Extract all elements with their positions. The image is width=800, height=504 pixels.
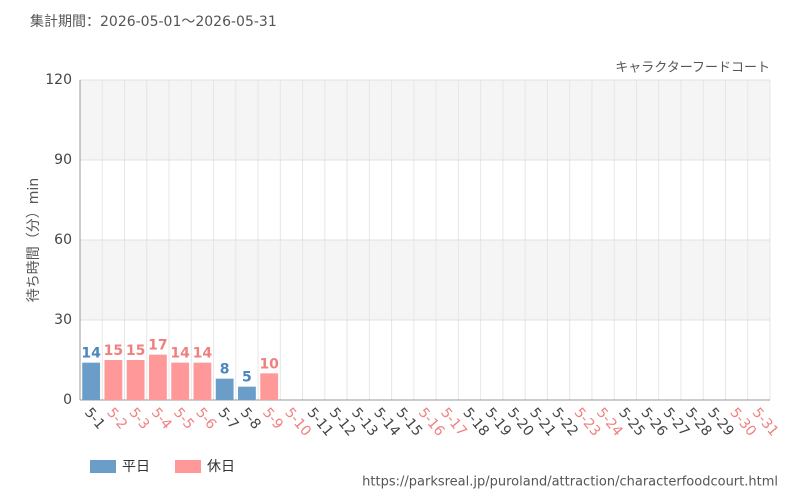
y-tick-label: 120: [45, 72, 72, 88]
value-label: 10: [259, 356, 279, 372]
subtitle: 集計期間：2026-05-01〜2026-05-31: [30, 13, 277, 30]
bar: [215, 378, 234, 400]
chart-title: キャラクターフードコート: [615, 61, 770, 76]
bar: [149, 354, 167, 400]
value-label: 14: [170, 346, 190, 362]
x-tick-label: 5-3: [126, 405, 153, 433]
y-tick-label: 90: [54, 152, 72, 168]
x-tick-label: 5-2: [103, 405, 130, 433]
plot-band: [80, 80, 770, 160]
value-label: 14: [193, 346, 213, 362]
x-tick-label: 5-8: [237, 405, 264, 433]
legend-swatch: [175, 460, 201, 473]
bar: [193, 362, 212, 400]
source-url: https://parksreal.jp/puroland/attraction…: [362, 475, 778, 490]
x-tick-label: 5-9: [259, 405, 286, 433]
bar: [238, 386, 256, 400]
y-tick-label: 60: [54, 232, 72, 248]
plot-band: [80, 240, 770, 320]
bar: [82, 362, 101, 400]
bar: [126, 360, 145, 400]
y-tick-label: 30: [54, 312, 72, 328]
x-tick-label: 5-6: [192, 405, 219, 433]
value-label: 8: [220, 362, 230, 378]
legend-label: 平日: [122, 459, 150, 475]
value-label: 14: [81, 346, 101, 362]
legend-swatch: [90, 460, 116, 473]
y-axis-label: 待ち時間（分）min: [26, 178, 42, 302]
bar: [104, 360, 123, 400]
x-tick-label: 5-4: [148, 405, 175, 433]
y-tick-label: 0: [63, 392, 72, 408]
value-label: 15: [126, 343, 145, 359]
x-tick-label: 5-7: [215, 405, 242, 433]
x-tick-label: 5-1: [81, 405, 108, 433]
value-label: 5: [242, 370, 252, 386]
value-label: 17: [148, 338, 167, 354]
x-tick-label: 5-5: [170, 405, 197, 433]
bar: [171, 362, 190, 400]
bar: [260, 373, 279, 400]
value-label: 15: [104, 343, 123, 359]
legend-label: 休日: [207, 459, 235, 475]
